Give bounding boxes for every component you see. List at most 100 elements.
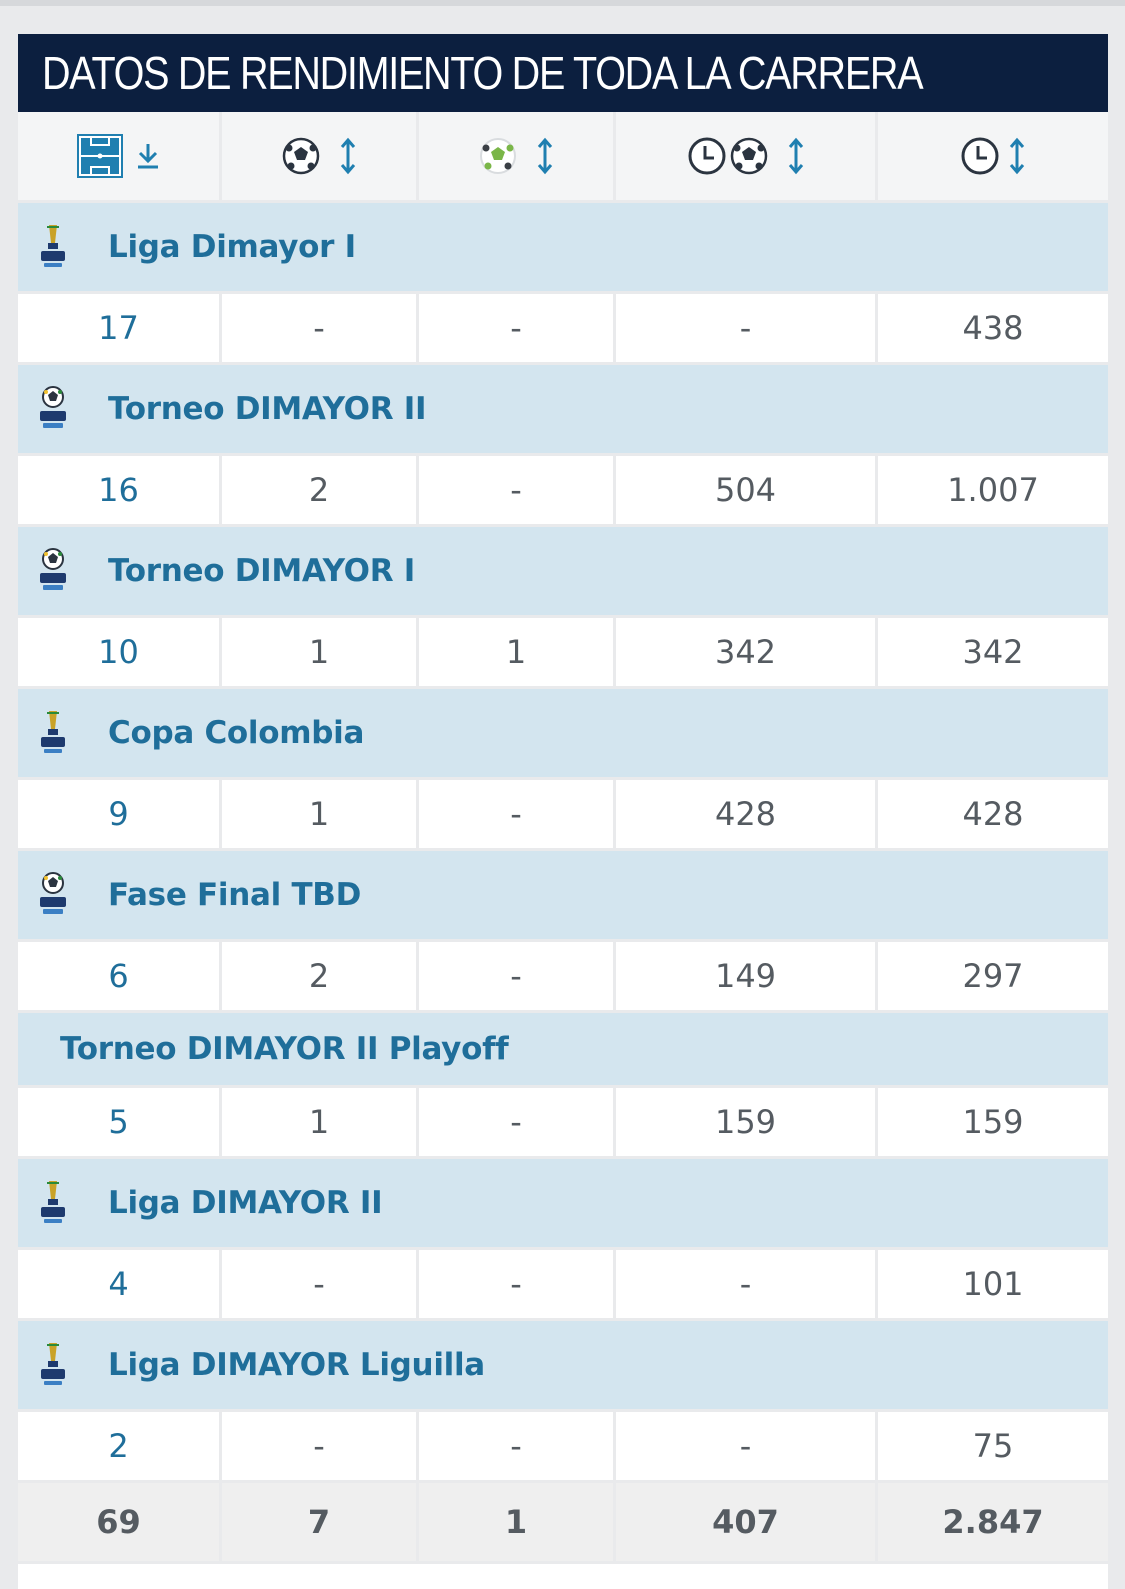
section-title: DATOS DE RENDIMIENTO DE TODA LA CARRERA	[42, 47, 924, 99]
competition-name[interactable]: Fase Final TBD	[108, 877, 362, 913]
minutes-column-header[interactable]	[878, 112, 1108, 200]
competition-name[interactable]: Copa Colombia	[108, 715, 365, 751]
stat-minutes-per-goal: 428	[616, 780, 875, 848]
stat-minutes: 159	[878, 1088, 1108, 1156]
competition-header[interactable]: Fase Final TBD	[18, 851, 1108, 939]
appearances-column-header[interactable]	[18, 112, 219, 200]
stat-minutes: 342	[878, 618, 1108, 686]
stat-minutes-per-goal: 149	[616, 942, 875, 1010]
sort-icon[interactable]	[787, 137, 805, 175]
sort-desc-icon[interactable]	[135, 141, 161, 171]
ball-goals-icon	[282, 137, 320, 175]
stat-goals: -	[222, 1412, 416, 1480]
stat-appearances[interactable]: 6	[18, 942, 219, 1010]
competition-name[interactable]: Torneo DIMAYOR II Playoff	[60, 1031, 509, 1067]
competition-logo	[18, 851, 88, 939]
stat-minutes: 1.007	[878, 456, 1108, 524]
sort-icon[interactable]	[536, 137, 554, 175]
stat-appearances[interactable]: 4	[18, 1250, 219, 1318]
assists-column-header[interactable]	[419, 112, 613, 200]
totals-row: 69 7 1 407 2.847	[18, 1483, 1108, 1561]
stat-appearances[interactable]: 17	[18, 294, 219, 362]
competition-name[interactable]: Liga DIMAYOR II	[108, 1185, 383, 1221]
competition-logo	[18, 689, 88, 777]
competition-header[interactable]: Torneo DIMAYOR I	[18, 527, 1108, 615]
stat-appearances[interactable]: 16	[18, 456, 219, 524]
competition-name[interactable]: Torneo DIMAYOR I	[108, 553, 416, 589]
table-row: 2- - -75	[18, 1412, 1108, 1480]
stat-goals: 2	[222, 942, 416, 1010]
top-divider	[0, 0, 1125, 6]
torneo-dimayor-logo-icon	[40, 386, 66, 428]
competition-logo	[18, 203, 88, 291]
stat-goals: -	[222, 294, 416, 362]
stat-goals: 2	[222, 456, 416, 524]
table-row: 4- - -101	[18, 1250, 1108, 1318]
competition-header[interactable]: Liga DIMAYOR II	[18, 1159, 1108, 1247]
liga-dimayor-logo-icon	[41, 1181, 65, 1223]
career-stats-table: Liga Dimayor I 17- - -438 Torneo DIMAYOR II 1…	[18, 112, 1108, 1564]
competition-header[interactable]: Liga Dimayor I	[18, 203, 1108, 291]
stat-minutes: 428	[878, 780, 1108, 848]
competition-logo	[18, 527, 88, 615]
stat-goals: 1	[222, 1088, 416, 1156]
table-row: 10 1 1 342 342	[18, 618, 1108, 686]
ball-icon	[730, 137, 767, 175]
stat-appearances[interactable]: 10	[18, 618, 219, 686]
clock-minutes-icon	[961, 137, 999, 175]
total-appearances: 69	[18, 1483, 219, 1561]
competition-name[interactable]: Torneo DIMAYOR II	[108, 391, 427, 427]
competition-header[interactable]: Liga DIMAYOR Liguilla	[18, 1321, 1108, 1409]
stat-minutes: 297	[878, 942, 1108, 1010]
stat-assists: -	[419, 1088, 613, 1156]
sort-icon[interactable]	[1008, 137, 1026, 175]
minutes-per-goal-column-header[interactable]	[616, 112, 875, 200]
competition-name[interactable]: Liga DIMAYOR Liguilla	[108, 1347, 485, 1383]
competition-header[interactable]: Copa Colombia	[18, 689, 1108, 777]
career-stats-card: DATOS DE RENDIMIENTO DE TODA LA CARRERA	[18, 34, 1108, 1589]
stat-goals: 1	[222, 618, 416, 686]
stat-minutes-per-goal: -	[616, 1250, 875, 1318]
stat-minutes-per-goal: -	[616, 294, 875, 362]
stat-assists: 1	[419, 618, 613, 686]
total-minutes: 2.847	[878, 1483, 1108, 1561]
stat-goals: 1	[222, 780, 416, 848]
sort-icon[interactable]	[339, 137, 357, 175]
table-row: 6 2-149 297	[18, 942, 1108, 1010]
stat-appearances[interactable]: 9	[18, 780, 219, 848]
table-header-row	[18, 112, 1108, 200]
competition-logo	[18, 365, 88, 453]
clock-icon	[688, 137, 725, 175]
total-minutes-per-goal: 407	[616, 1483, 875, 1561]
goals-column-header[interactable]	[222, 112, 416, 200]
total-goals: 7	[222, 1483, 416, 1561]
table-row: 5 1-159 159	[18, 1088, 1108, 1156]
stat-assists: -	[419, 456, 613, 524]
torneo-betplay-logo-icon	[40, 548, 66, 590]
stat-appearances[interactable]: 2	[18, 1412, 219, 1480]
torneo-betplay-logo-icon	[40, 872, 66, 914]
stat-appearances[interactable]: 5	[18, 1088, 219, 1156]
stat-assists: -	[419, 942, 613, 1010]
copa-colombia-logo-icon	[41, 711, 65, 753]
stat-assists: -	[419, 294, 613, 362]
competition-header[interactable]: Torneo DIMAYOR II	[18, 365, 1108, 453]
competition-name[interactable]: Liga Dimayor I	[108, 229, 356, 265]
pitch-appearances-icon	[76, 134, 123, 178]
green-ball-assists-icon	[480, 138, 516, 174]
competition-list: Liga Dimayor I 17- - -438 Torneo DIMAYOR II 1…	[18, 203, 1108, 1480]
section-title-bar: DATOS DE RENDIMIENTO DE TODA LA CARRERA	[18, 34, 1108, 112]
table-row: 17- - -438	[18, 294, 1108, 362]
liga-betplay-logo-icon	[41, 225, 65, 267]
liga-betplay-logo-icon	[41, 1343, 65, 1385]
stat-assists: -	[419, 780, 613, 848]
stat-minutes-per-goal: 504	[616, 456, 875, 524]
stat-minutes-per-goal: -	[616, 1412, 875, 1480]
stat-minutes-per-goal: 342	[616, 618, 875, 686]
total-assists: 1	[419, 1483, 613, 1561]
stat-minutes: 75	[878, 1412, 1108, 1480]
competition-header[interactable]: Torneo DIMAYOR II Playoff	[18, 1013, 1108, 1085]
competition-logo	[18, 1159, 88, 1247]
stat-minutes-per-goal: 159	[616, 1088, 875, 1156]
stat-goals: -	[222, 1250, 416, 1318]
